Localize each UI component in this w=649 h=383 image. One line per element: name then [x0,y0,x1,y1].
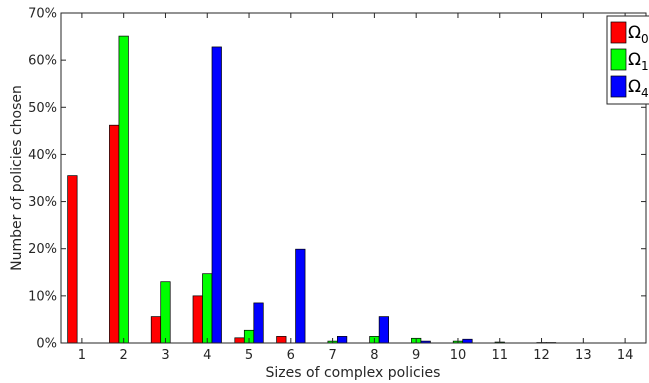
y-tick-label: 50% [28,101,57,116]
x-tick-label: 11 [491,348,508,363]
x-tick-label: 9 [412,348,420,363]
y-tick-label: 20% [28,242,57,257]
bar-series-2-cat-6 [295,248,306,344]
x-tick-label: 13 [575,348,592,363]
legend-entry-1: Ω1 [628,50,649,73]
y-tick-label: 60% [28,54,57,69]
x-tick-label: 1 [78,348,86,363]
legend-label-1: Ω [628,50,641,70]
x-axis-label: Sizes of complex policies [266,365,441,381]
x-tick-label: 14 [617,348,634,363]
x-tick-label: 2 [120,348,128,363]
bar-series-0-cat-1 [67,175,78,344]
bar-series-2-cat-7 [337,336,348,344]
axes-layer: 0%10%20%30%40%50%60%70%1 2 3 4 5 6 7 8 9 10 11 12 13… [28,7,647,363]
x-tick-label: 5 [245,348,253,363]
legend-swatch-2 [610,75,627,98]
plot-background [61,13,646,343]
bar-series-0-cat-3 [150,316,162,344]
legend-subscript-0: 0 [641,32,649,46]
bar-series-1-cat-3 [160,281,171,344]
bar-series-2-cat-5 [253,302,264,344]
legend-subscript-2: 4 [641,86,649,100]
x-tick-label: 7 [328,348,336,363]
legend-entry-0: Ω0 [628,23,649,46]
y-tick-label: 10% [28,289,57,304]
bar-series-2-cat-10 [462,338,473,344]
x-tick-label: 6 [287,348,295,363]
legend-swatch-0 [610,21,627,44]
bar-series-0-cat-5 [234,337,245,344]
y-tick-label: 70% [28,7,57,22]
x-tick-label: 8 [370,348,378,363]
legend-subscript-1: 1 [641,59,649,73]
y-tick-label: 0% [36,337,57,352]
x-tick-label: 3 [161,348,169,363]
y-axis-label: Number of policies chosen [9,85,25,271]
bar-series-2-cat-8 [378,316,389,344]
bar-series-2-cat-4 [211,46,222,344]
bar-series-0-cat-4 [192,295,203,344]
bar-series-1-cat-4 [202,273,213,344]
legend-swatch-1 [610,48,627,71]
x-tick-label: 10 [450,348,467,363]
legend-entry-2: Ω4 [628,77,649,100]
x-tick-label: 4 [203,348,211,363]
bar-series-0-cat-6 [276,336,287,344]
x-tick-label: 12 [533,348,550,363]
y-tick-label: 40% [28,148,57,163]
bar-series-0-cat-2 [109,124,120,344]
legend-label-0: Ω [628,23,641,43]
y-tick-label: 30% [28,195,57,210]
bars-layer [67,35,557,344]
plot-frame [60,12,647,344]
bar-series-1-cat-2 [118,35,129,344]
legend-label-2: Ω [628,77,641,97]
